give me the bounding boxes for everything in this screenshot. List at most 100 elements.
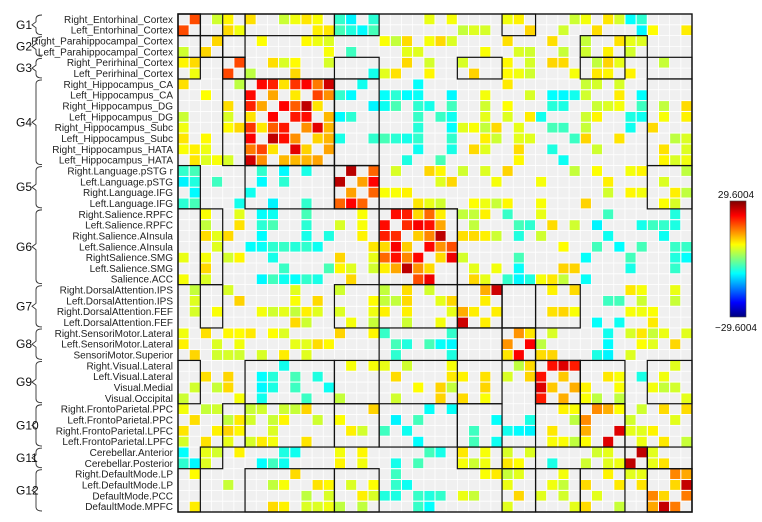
- heatmap-cell: [513, 425, 524, 436]
- heatmap-cell: [491, 176, 502, 187]
- heatmap-cell: [301, 501, 312, 512]
- heatmap-cell: [390, 415, 401, 425]
- heatmap-cell: [301, 490, 312, 501]
- heatmap-cell: [614, 317, 625, 328]
- heatmap-cell: [603, 350, 614, 360]
- heatmap-cell: [446, 14, 457, 25]
- heatmap-cell: [279, 360, 290, 371]
- heatmap-cell: [390, 90, 401, 101]
- heatmap-cell: [614, 79, 625, 90]
- heatmap-cell: [513, 490, 524, 501]
- heatmap-cell: [446, 350, 457, 360]
- heatmap-cell: [200, 252, 212, 263]
- heatmap-cell: [357, 231, 368, 241]
- heatmap-cell: [614, 404, 625, 415]
- heatmap-cell: [558, 404, 569, 415]
- heatmap-cell: [212, 241, 223, 252]
- heatmap-cell: [413, 122, 424, 133]
- heatmap-cell: [312, 306, 323, 317]
- heatmap-cell: [290, 155, 301, 166]
- heatmap-cell: [223, 480, 234, 490]
- group-label: G8: [16, 337, 32, 351]
- heatmap-cell: [401, 425, 413, 436]
- heatmap-cell: [390, 36, 401, 46]
- heatmap-cell: [301, 166, 312, 176]
- heatmap-cell: [513, 133, 524, 144]
- heatmap-cell: [334, 263, 346, 274]
- heatmap-cell: [413, 209, 424, 220]
- heatmap-cell: [346, 317, 357, 328]
- heatmap-cell: [312, 480, 323, 490]
- heatmap-cell: [256, 209, 267, 220]
- heatmap-cell: [346, 360, 357, 371]
- roi-label: Right_Hippocampus_CA: [63, 80, 173, 91]
- heatmap-cell: [234, 350, 245, 360]
- heatmap-cell: [547, 360, 558, 371]
- roi-label: Left_Parahippocampal_Cortex: [38, 47, 173, 58]
- heatmap-cell: [323, 36, 334, 46]
- heatmap-cell: [670, 263, 681, 274]
- heatmap-cell: [323, 25, 334, 36]
- heatmap-cell: [603, 339, 614, 350]
- heatmap-cell: [502, 209, 513, 220]
- heatmap-cell: [245, 122, 256, 133]
- heatmap-cell: [346, 46, 357, 57]
- heatmap-cell: [636, 166, 647, 176]
- heatmap-cell: [223, 111, 234, 122]
- heatmap-cell: [547, 328, 558, 339]
- heatmap-cell: [513, 252, 524, 263]
- group-label: G12: [16, 483, 39, 497]
- heatmap-cell: [614, 425, 625, 436]
- heatmap-cell: [178, 328, 189, 339]
- heatmap-cell: [234, 122, 245, 133]
- heatmap-cell: [256, 220, 267, 231]
- heatmap-cell: [390, 166, 401, 176]
- heatmap-cell: [658, 404, 670, 415]
- heatmap-cell: [491, 285, 502, 295]
- heatmap-cell: [223, 415, 234, 425]
- heatmap-cell: [625, 36, 636, 46]
- heatmap-cell: [413, 79, 424, 90]
- heatmap-cell: [178, 57, 189, 68]
- heatmap-cell: [647, 122, 658, 133]
- heatmap-cell: [401, 252, 413, 263]
- heatmap-cell: [312, 274, 323, 285]
- heatmap-cell: [301, 404, 312, 415]
- heatmap-cell: [536, 350, 547, 360]
- heatmap-cells: [177, 13, 693, 513]
- heatmap-cell: [446, 176, 457, 187]
- heatmap-cell: [446, 90, 457, 101]
- heatmap-cell: [591, 350, 603, 360]
- heatmap-cell: [290, 14, 301, 25]
- heatmap-cell: [334, 90, 346, 101]
- heatmap-cell: [200, 220, 212, 231]
- heatmap-cell: [200, 404, 212, 415]
- block-outline: [456, 56, 503, 80]
- heatmap-cell: [502, 36, 513, 46]
- heatmap-cell: [513, 274, 524, 285]
- heatmap-cell: [580, 79, 591, 90]
- heatmap-cell: [245, 328, 256, 339]
- heatmap-cell: [435, 198, 446, 209]
- heatmap-cell: [435, 209, 446, 220]
- heatmap-cell: [368, 360, 379, 371]
- roi-label: Cerebellar.Posterior: [85, 459, 174, 470]
- heatmap-cell: [256, 393, 267, 404]
- heatmap-cell: [457, 209, 469, 220]
- heatmap-cell: [323, 90, 334, 101]
- heatmap-cell: [379, 263, 390, 274]
- heatmap-cell: [681, 111, 692, 122]
- diagonal-block-outline: [378, 208, 459, 286]
- heatmap-cell: [267, 480, 279, 490]
- group-label: G9: [16, 375, 32, 389]
- heatmap-cell: [424, 404, 435, 415]
- heatmap-cell: [469, 209, 480, 220]
- heatmap-cell: [603, 371, 614, 382]
- heatmap-cell: [323, 480, 334, 490]
- heatmap-cell: [413, 274, 424, 285]
- heatmap-cell: [312, 122, 323, 133]
- heatmap-cell: [301, 155, 312, 166]
- heatmap-cell: [580, 14, 591, 25]
- heatmap-cell: [334, 133, 346, 144]
- heatmap-cell: [390, 252, 401, 263]
